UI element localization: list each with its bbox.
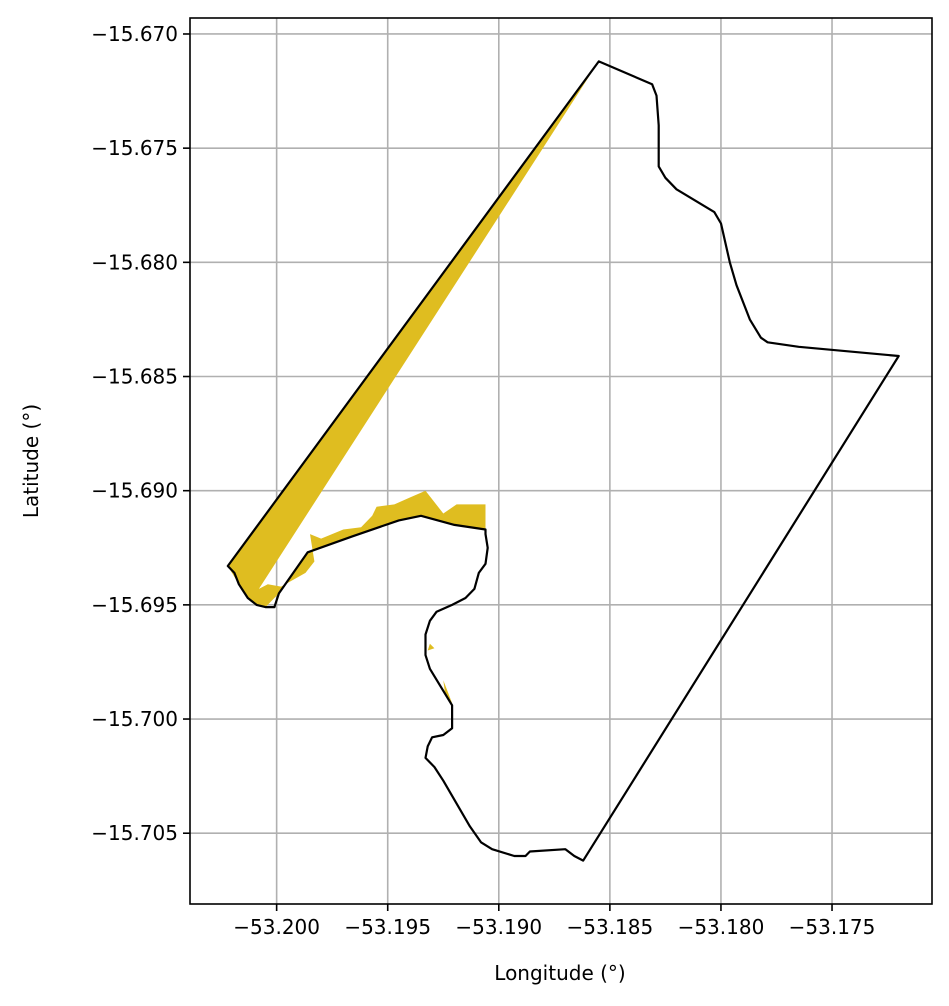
y-axis-ticks: −15.670 −15.675 −15.680 −15.685 −15.690 −15.6… <box>91 22 190 845</box>
y-tick-label: −15.680 <box>91 250 178 274</box>
filled-region-strip <box>227 61 599 608</box>
y-tick-label: −15.670 <box>91 22 178 46</box>
y-tick-label: −15.690 <box>91 479 178 503</box>
boundary-outline <box>226 60 900 862</box>
y-tick-label: −15.675 <box>91 136 178 160</box>
x-tick-label: −53.175 <box>789 915 876 939</box>
x-tick-label: −53.190 <box>455 915 542 939</box>
filled-regions <box>227 61 599 704</box>
x-axis-label: Longitude (°) <box>494 961 625 985</box>
plot-frame <box>189 17 933 905</box>
boundary-polygon <box>226 60 900 862</box>
x-tick-label: −53.200 <box>233 915 320 939</box>
x-axis-ticks: −53.200 −53.195 −53.190 −53.185 −53.180 −53.1… <box>233 904 875 939</box>
y-tick-label: −15.705 <box>91 821 178 845</box>
x-tick-label: −53.185 <box>566 915 653 939</box>
gridlines <box>190 18 932 904</box>
y-tick-label: −15.695 <box>91 593 178 617</box>
y-tick-label: −15.685 <box>91 365 178 389</box>
y-tick-label: −15.700 <box>91 707 178 731</box>
filled-region-notch-a <box>427 643 435 651</box>
x-tick-label: −53.180 <box>678 915 765 939</box>
x-tick-label: −53.195 <box>344 915 431 939</box>
filled-region-notch-b <box>443 680 453 704</box>
y-axis-label: Latitude (°) <box>19 404 43 518</box>
